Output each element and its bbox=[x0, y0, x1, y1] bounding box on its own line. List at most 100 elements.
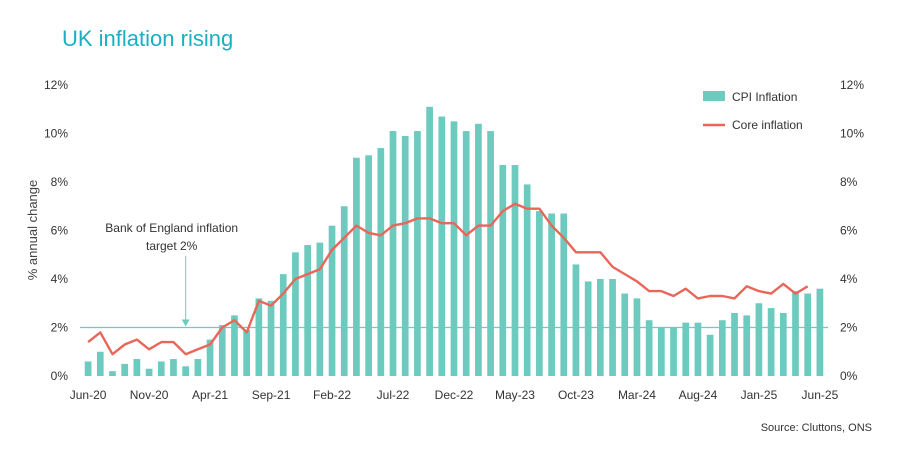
annotation-text-line2: target 2% bbox=[146, 239, 198, 253]
target-annotation: Bank of England inflation target 2% bbox=[105, 221, 238, 327]
cpi-bar bbox=[584, 281, 592, 376]
cpi-bar bbox=[206, 339, 214, 376]
y-tick-label-left: 10% bbox=[44, 127, 68, 141]
cpi-bar bbox=[718, 320, 726, 376]
y-tick-label-right: 0% bbox=[840, 369, 858, 383]
cpi-bar bbox=[511, 165, 519, 376]
y-tick-label-left: 8% bbox=[51, 175, 69, 189]
cpi-bar bbox=[401, 135, 409, 376]
cpi-bar bbox=[475, 123, 482, 376]
x-tick-label: Apr-21 bbox=[192, 388, 228, 402]
x-tick-label: Jul-22 bbox=[377, 388, 410, 402]
cpi-bar bbox=[182, 366, 190, 376]
cpi-bar bbox=[487, 131, 494, 376]
cpi-bar bbox=[462, 131, 470, 376]
cpi-bar bbox=[633, 298, 641, 376]
cpi-bar bbox=[316, 242, 324, 376]
cpi-bar bbox=[389, 131, 397, 376]
cpi-bar bbox=[84, 361, 92, 376]
x-axis: Jun-20 Nov-20 Apr-21 Sep-21 Feb-22 Jul-22 Dec-… bbox=[70, 388, 839, 402]
source-note: Source: Cluttons, ONS bbox=[760, 422, 872, 434]
x-tick-label: Oct-23 bbox=[558, 388, 594, 402]
cpi-bar bbox=[767, 308, 775, 376]
cpi-bar bbox=[572, 264, 580, 376]
cpi-bar bbox=[377, 148, 385, 376]
cpi-bar bbox=[304, 245, 311, 376]
y-tick-label-right: 2% bbox=[840, 321, 858, 335]
x-tick-label: Feb-22 bbox=[313, 388, 351, 402]
y-axis-right: 0% 2% 4% 6% 8% 10% 12% bbox=[840, 78, 864, 383]
cpi-bar bbox=[621, 293, 629, 376]
y-tick-label-left: 0% bbox=[51, 369, 69, 383]
cpi-bar bbox=[792, 291, 799, 376]
cpi-bar bbox=[670, 327, 677, 376]
cpi-bar bbox=[438, 116, 446, 377]
x-tick-label: Nov-20 bbox=[130, 388, 169, 402]
cpi-bar bbox=[548, 213, 555, 376]
legend: CPI Inflation Core inflation bbox=[703, 90, 803, 132]
cpi-bar bbox=[243, 329, 251, 376]
cpi-bar bbox=[450, 121, 458, 376]
cpi-bars bbox=[84, 106, 824, 377]
cpi-bar bbox=[523, 184, 531, 376]
y-tick-label-left: 2% bbox=[51, 321, 69, 335]
x-tick-label: Jun-25 bbox=[802, 388, 839, 402]
x-tick-label: Aug-24 bbox=[679, 388, 718, 402]
cpi-bar bbox=[682, 322, 690, 376]
cpi-bar bbox=[121, 363, 129, 376]
cpi-bar bbox=[706, 334, 714, 376]
cpi-bar bbox=[755, 303, 763, 376]
y-tick-label-left: 12% bbox=[44, 78, 68, 92]
cpi-bar bbox=[157, 361, 165, 376]
cpi-bar bbox=[645, 320, 653, 376]
x-tick-label: Dec-22 bbox=[435, 388, 474, 402]
cpi-bar bbox=[731, 312, 738, 376]
page-title: UK inflation rising bbox=[62, 26, 234, 51]
legend-label-core: Core inflation bbox=[732, 118, 803, 132]
cpi-bar bbox=[109, 371, 116, 376]
cpi-bar bbox=[536, 211, 543, 376]
core-inflation-line-layer bbox=[87, 202, 809, 356]
y-tick-label-right: 8% bbox=[840, 175, 858, 189]
cpi-bar bbox=[499, 165, 507, 376]
annotation-text-line1: Bank of England inflation bbox=[105, 221, 238, 235]
cpi-bar bbox=[340, 206, 348, 376]
cpi-bar bbox=[414, 131, 421, 376]
y-axis-left: 0% 2% 4% 6% 8% 10% 12% bbox=[44, 78, 68, 383]
cpi-bar bbox=[279, 274, 287, 376]
cpi-bar bbox=[597, 279, 604, 376]
cpi-bar bbox=[292, 252, 299, 376]
core-inflation-line bbox=[87, 202, 809, 356]
y-tick-label-right: 6% bbox=[840, 224, 858, 238]
cpi-bar bbox=[560, 213, 568, 376]
annotation-arrow-head bbox=[181, 319, 190, 327]
cpi-bar bbox=[365, 155, 372, 376]
cpi-bar bbox=[353, 157, 360, 376]
cpi-bar bbox=[816, 288, 824, 376]
cpi-bar bbox=[133, 359, 141, 376]
y-axis-label: % annual change bbox=[25, 180, 40, 280]
cpi-bar bbox=[743, 315, 751, 376]
x-tick-label: Jun-20 bbox=[70, 388, 107, 402]
legend-label-cpi: CPI Inflation bbox=[732, 90, 797, 104]
y-tick-label-right: 4% bbox=[840, 272, 858, 286]
x-tick-label: May-23 bbox=[495, 388, 535, 402]
cpi-bar bbox=[804, 293, 812, 376]
cpi-bar bbox=[231, 315, 238, 376]
cpi-bar bbox=[779, 312, 787, 376]
legend-swatch-cpi bbox=[703, 91, 725, 101]
cpi-bar bbox=[694, 322, 702, 376]
y-tick-label-left: 4% bbox=[51, 272, 69, 286]
y-tick-label-left: 6% bbox=[51, 224, 69, 238]
x-tick-label: Jan-25 bbox=[741, 388, 778, 402]
cpi-bar bbox=[255, 298, 263, 376]
x-tick-label: Sep-21 bbox=[252, 388, 291, 402]
cpi-bar bbox=[170, 359, 177, 376]
cpi-bar bbox=[218, 325, 226, 376]
cpi-bar bbox=[328, 225, 336, 376]
x-tick-label: Mar-24 bbox=[618, 388, 656, 402]
y-tick-label-right: 12% bbox=[840, 78, 864, 92]
cpi-bar bbox=[609, 279, 616, 376]
cpi-bar bbox=[426, 106, 433, 376]
